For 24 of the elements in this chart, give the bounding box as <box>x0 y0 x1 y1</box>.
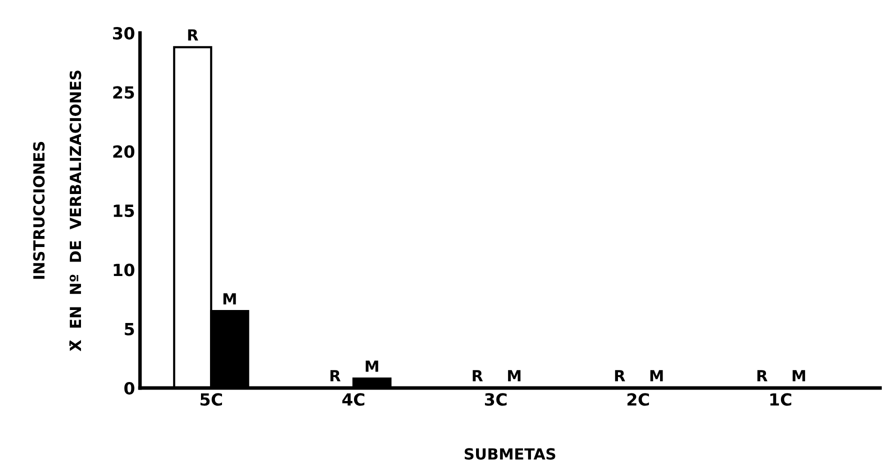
text: M <box>650 370 663 382</box>
text: R <box>330 370 341 382</box>
y-tick-label: 0 <box>124 382 134 395</box>
x-tick-label: 5C <box>200 393 222 406</box>
text: M <box>366 360 378 372</box>
y-tick-label: 5 <box>124 323 134 336</box>
text: INSTRUCCIONES X̄ EN Nº DE VERBALIZACIONES <box>33 70 82 352</box>
x-tick-label: 2C <box>627 393 649 406</box>
x-tick-label: 1C <box>770 393 792 406</box>
text: M <box>508 370 520 382</box>
y-tick-label: 20 <box>113 145 134 158</box>
text: R <box>472 370 483 382</box>
text: R <box>757 370 768 382</box>
x-axis-title: SUBMETAS <box>464 448 556 460</box>
y-tick-label: 10 <box>114 264 134 276</box>
x-tick-label: 3C <box>484 393 507 406</box>
text: M <box>792 370 806 382</box>
series-label: R <box>188 29 198 40</box>
x-tick-label: 4C <box>342 393 364 406</box>
text: R <box>615 370 626 382</box>
series-label: M <box>223 293 236 304</box>
y-tick-label: 30 <box>113 26 134 40</box>
y-tick-label: 15 <box>114 204 134 218</box>
y-tick-label: 25 <box>113 86 134 99</box>
